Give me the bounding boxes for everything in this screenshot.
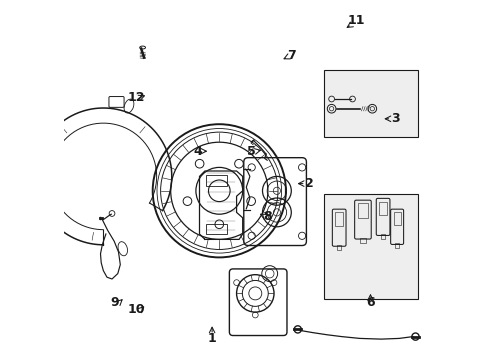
- Bar: [394, 243, 398, 248]
- Bar: [205, 224, 227, 234]
- Bar: [378, 202, 386, 215]
- Text: 2: 2: [305, 177, 313, 190]
- Bar: [335, 212, 343, 226]
- Text: 12: 12: [127, 91, 145, 104]
- Bar: [323, 194, 417, 299]
- Text: 11: 11: [346, 14, 364, 27]
- Bar: [393, 212, 400, 225]
- Text: 1: 1: [207, 332, 216, 345]
- Text: 6: 6: [366, 296, 374, 309]
- Text: 5: 5: [247, 145, 256, 158]
- Text: 8: 8: [263, 210, 272, 222]
- Text: 3: 3: [390, 112, 399, 125]
- Bar: [360, 238, 365, 243]
- Bar: [336, 245, 341, 250]
- Text: 10: 10: [127, 303, 145, 316]
- Text: 4: 4: [193, 145, 202, 158]
- Bar: [380, 234, 385, 239]
- Bar: [357, 203, 367, 218]
- Text: 9: 9: [110, 296, 119, 309]
- Bar: [205, 175, 227, 186]
- Bar: [323, 70, 417, 137]
- Text: 7: 7: [286, 49, 295, 62]
